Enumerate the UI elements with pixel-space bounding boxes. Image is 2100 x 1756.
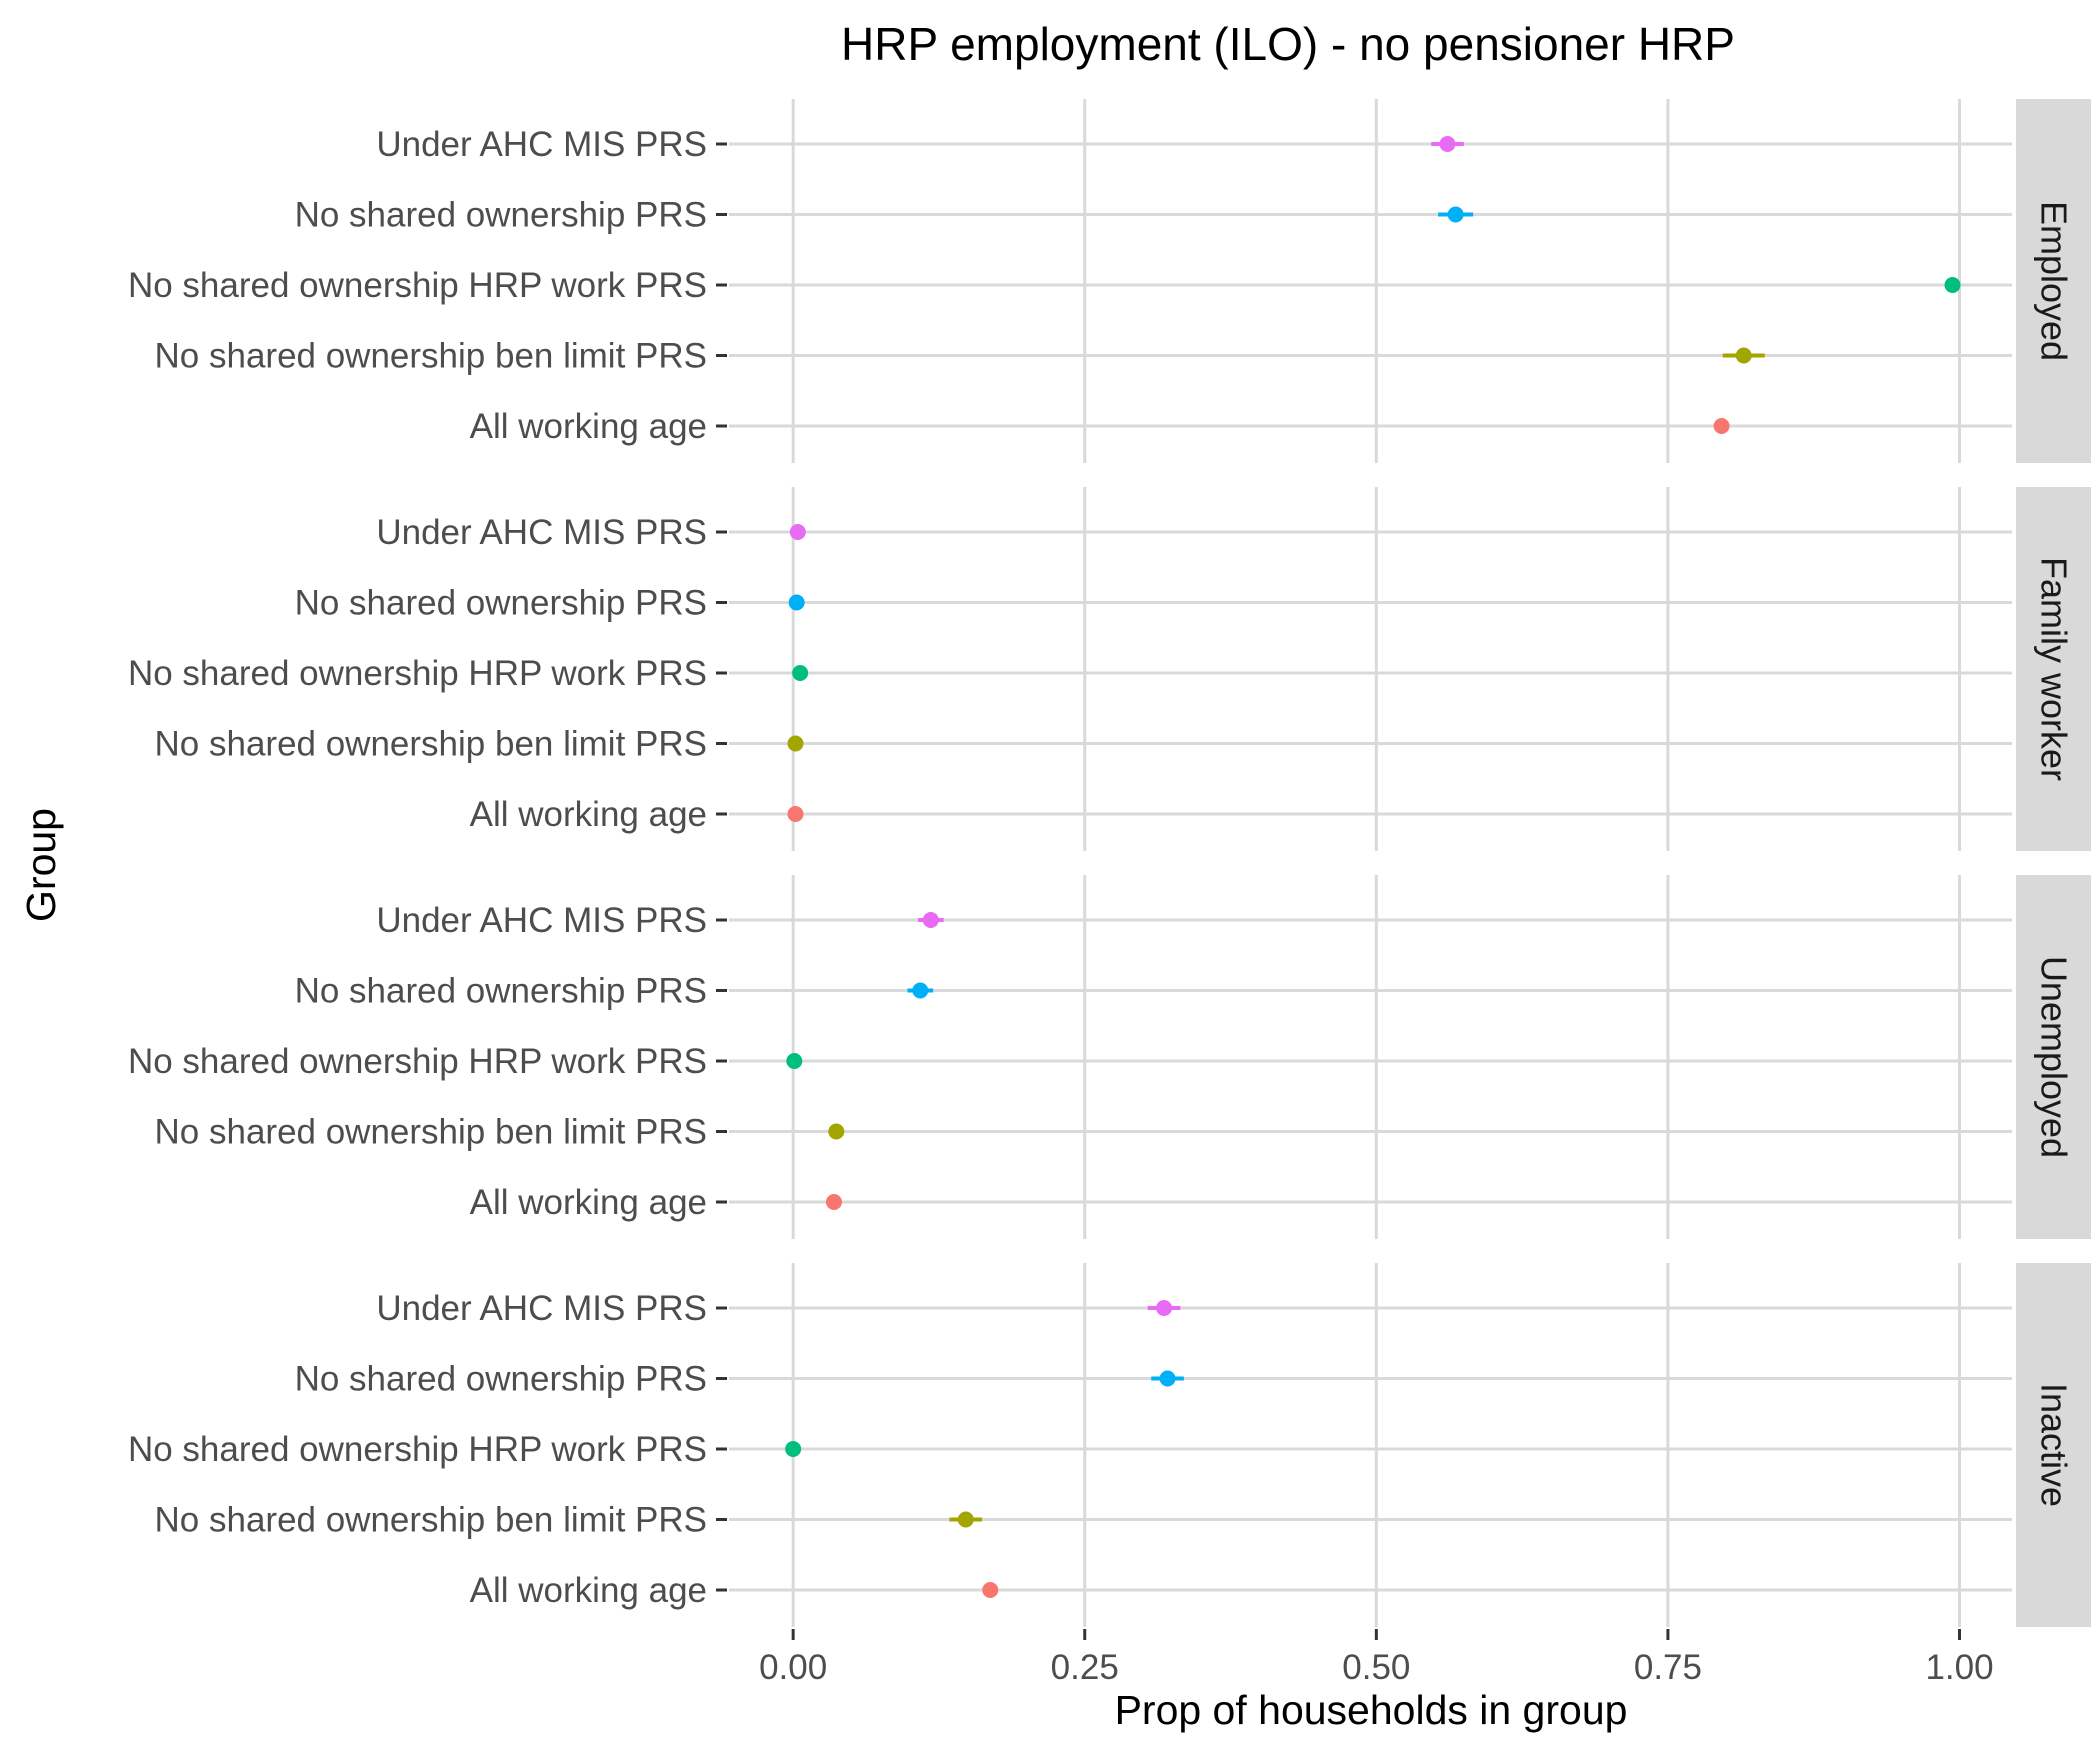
data-point [1713, 418, 1730, 434]
data-point [922, 912, 939, 928]
facet-panel-3: Under AHC MIS PRS No shared ownership PRS… [128, 1263, 2091, 1627]
facet-strip-label: Employed [2034, 201, 2075, 361]
data-point [912, 982, 929, 999]
x-tick-label: 0.50 [1342, 1648, 1410, 1687]
y-tick-label: Under AHC MIS PRS [376, 1289, 707, 1328]
data-point [982, 1582, 999, 1598]
x-tick-label: 0.75 [1634, 1648, 1702, 1687]
facet-strip-label: Family worker [2034, 557, 2075, 781]
y-tick-label: No shared ownership HRP work PRS [128, 266, 707, 305]
y-tick-label: No shared ownership HRP work PRS [128, 654, 707, 693]
data-point [1735, 347, 1752, 364]
y-tick-label: All working age [470, 1571, 707, 1610]
chart-title: HRP employment (ILO) - no pensioner HRP [841, 18, 1735, 70]
facet-strip-label: Unemployed [2034, 956, 2075, 1158]
y-tick-label: Under AHC MIS PRS [376, 513, 707, 552]
y-axis-title: Group [18, 808, 64, 922]
y-tick-label: No shared ownership PRS [295, 972, 707, 1011]
x-axis: 0.00 0.25 0.50 0.75 1.00 [759, 1629, 1994, 1687]
facet-panel-0: Under AHC MIS PRS No shared ownership PRS… [128, 99, 2091, 463]
facet-strip [2016, 875, 2091, 1239]
y-tick-label: Under AHC MIS PRS [376, 901, 707, 940]
x-tick-label: 0.00 [759, 1648, 827, 1687]
data-point [1156, 1300, 1173, 1316]
data-point [792, 665, 809, 681]
y-tick-label: No shared ownership ben limit PRS [155, 725, 707, 764]
facet-strip [2016, 1263, 2091, 1627]
data-point [1447, 206, 1464, 223]
data-point [1159, 1370, 1176, 1387]
data-point [787, 735, 804, 752]
data-point [789, 524, 806, 540]
facet-panel-2: Under AHC MIS PRS No shared ownership PRS… [128, 875, 2091, 1239]
facet-strip-label: Inactive [2034, 1383, 2075, 1507]
x-tick-label: 1.00 [1925, 1648, 1993, 1687]
data-point [828, 1123, 845, 1140]
data-point [785, 1441, 802, 1457]
y-tick-label: Under AHC MIS PRS [376, 125, 707, 164]
data-point [787, 806, 804, 822]
y-tick-label: No shared ownership ben limit PRS [155, 1501, 707, 1540]
facet-strip [2016, 487, 2091, 851]
data-point [825, 1194, 842, 1210]
data-point [788, 594, 805, 611]
y-tick-label: No shared ownership HRP work PRS [128, 1430, 707, 1469]
x-tick-label: 0.25 [1051, 1648, 1119, 1687]
y-tick-label: No shared ownership PRS [295, 196, 707, 235]
data-point [1944, 277, 1961, 293]
data-point [957, 1511, 974, 1528]
y-tick-label: No shared ownership ben limit PRS [155, 1113, 707, 1152]
y-tick-label: All working age [470, 407, 707, 446]
y-tick-label: All working age [470, 795, 707, 834]
x-axis-title: Prop of households in group [1115, 1687, 1628, 1733]
y-tick-label: No shared ownership PRS [295, 584, 707, 623]
y-tick-label: All working age [470, 1183, 707, 1222]
data-point [786, 1053, 803, 1069]
y-tick-label: No shared ownership ben limit PRS [155, 337, 707, 376]
data-point [1439, 136, 1456, 152]
facet-strip [2016, 99, 2091, 463]
facet-panel-1: Under AHC MIS PRS No shared ownership PRS… [128, 487, 2091, 851]
facet-panels: Under AHC MIS PRS No shared ownership PRS… [128, 99, 2091, 1627]
y-tick-label: No shared ownership HRP work PRS [128, 1042, 707, 1081]
y-tick-label: No shared ownership PRS [295, 1360, 707, 1399]
